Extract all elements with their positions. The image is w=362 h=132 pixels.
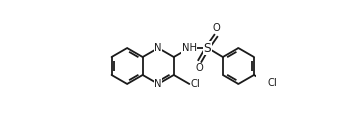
Text: N: N: [155, 43, 162, 53]
Text: Cl: Cl: [268, 78, 278, 88]
Text: O: O: [212, 23, 220, 34]
Text: O: O: [195, 63, 203, 73]
Text: N: N: [155, 79, 162, 89]
Text: NH: NH: [182, 43, 197, 53]
Text: S: S: [203, 42, 211, 55]
Text: Cl: Cl: [190, 79, 200, 89]
